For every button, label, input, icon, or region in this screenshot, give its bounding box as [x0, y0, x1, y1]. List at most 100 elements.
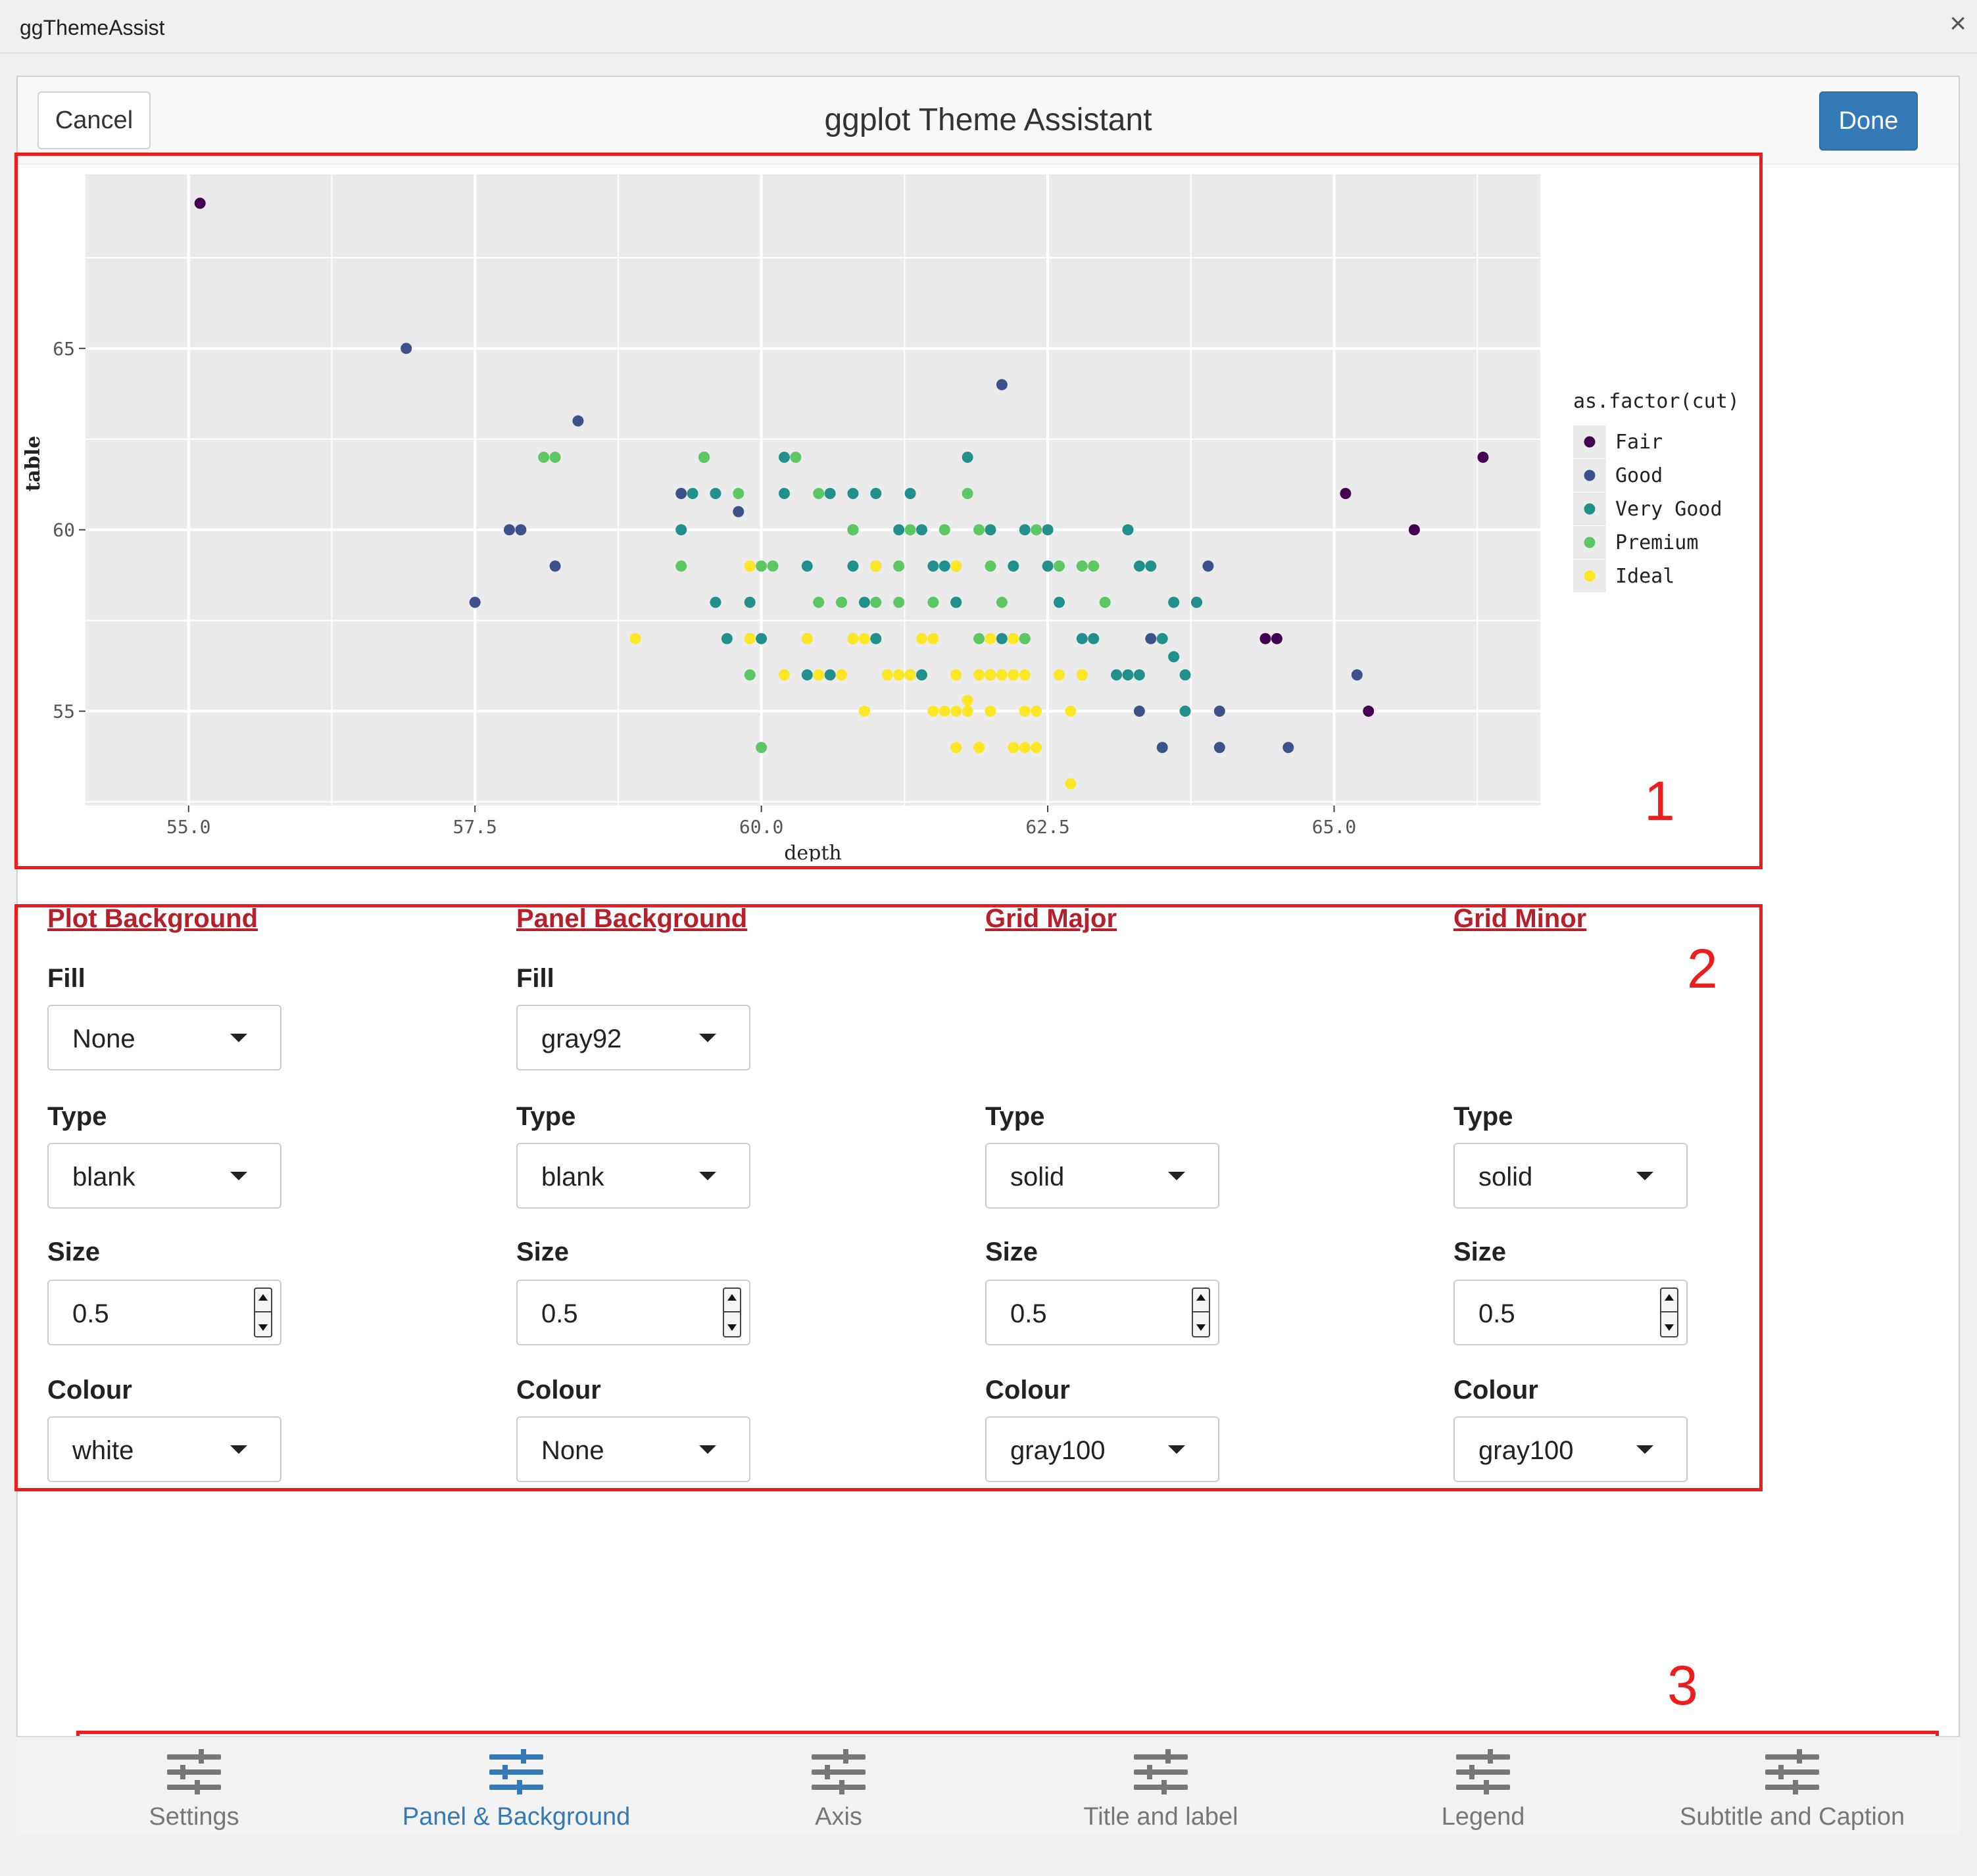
done-button[interactable]: Done: [1819, 91, 1918, 151]
data-point: [1019, 742, 1031, 754]
data-point: [1477, 451, 1489, 463]
section-title-grid-minor[interactable]: Grid Minor: [1453, 904, 1587, 933]
data-point: [1133, 706, 1145, 717]
size-value: 0.5: [541, 1299, 578, 1328]
data-point: [962, 451, 973, 463]
data-point: [813, 596, 825, 608]
data-point: [698, 451, 710, 463]
size-input[interactable]: 0.5: [1453, 1280, 1688, 1345]
close-icon[interactable]: ×: [1949, 7, 1966, 39]
spinner-icon[interactable]: [254, 1287, 272, 1337]
cancel-button[interactable]: Cancel: [37, 91, 151, 149]
data-point: [1190, 596, 1202, 608]
data-point: [1019, 524, 1031, 536]
data-point: [710, 596, 721, 608]
size-label: Size: [47, 1238, 101, 1266]
data-point: [1340, 488, 1352, 500]
data-point: [1213, 706, 1225, 717]
chevron-down-icon: [230, 1172, 247, 1180]
data-point: [549, 451, 561, 463]
tab-panel-background[interactable]: Panel & Background: [372, 1737, 661, 1836]
data-point: [1133, 560, 1145, 572]
x-tick-label: 62.5: [1025, 816, 1069, 838]
data-point: [1031, 524, 1042, 536]
data-point: [756, 742, 768, 754]
tab-legend[interactable]: Legend: [1338, 1737, 1628, 1836]
data-point: [194, 197, 206, 209]
data-point: [1156, 633, 1168, 644]
data-point: [1156, 742, 1168, 754]
sliders-icon: [167, 1749, 221, 1794]
data-point: [1053, 669, 1065, 681]
fill-select[interactable]: gray92: [516, 1005, 750, 1070]
colour-select[interactable]: white: [47, 1416, 281, 1482]
tab-settings[interactable]: Settings: [49, 1737, 339, 1836]
size-input[interactable]: 0.5: [985, 1280, 1219, 1345]
spinner-icon[interactable]: [1660, 1287, 1678, 1337]
data-point: [950, 596, 962, 608]
type-select[interactable]: solid: [985, 1143, 1219, 1209]
data-point: [1076, 633, 1088, 644]
data-point: [996, 633, 1008, 644]
type-select[interactable]: blank: [516, 1143, 750, 1209]
size-input[interactable]: 0.5: [516, 1280, 750, 1345]
bottom-tab-bar: Settings Panel & Background Axis: [16, 1736, 1960, 1835]
data-point: [1031, 742, 1042, 754]
data-point: [1259, 633, 1271, 644]
annotation-label-1: 1: [1644, 770, 1675, 832]
colour-select[interactable]: gray100: [985, 1416, 1219, 1482]
data-point: [790, 451, 802, 463]
data-point: [401, 343, 412, 354]
tab-subtitle-and-caption[interactable]: Subtitle and Caption: [1647, 1737, 1937, 1836]
colour-select[interactable]: None: [516, 1416, 750, 1482]
data-point: [824, 488, 836, 500]
data-point: [996, 379, 1008, 391]
chevron-down-icon: [699, 1445, 716, 1454]
data-point: [1019, 669, 1031, 681]
data-point: [858, 706, 870, 717]
data-point: [1099, 596, 1111, 608]
data-point: [950, 706, 962, 717]
data-point: [1122, 524, 1134, 536]
spinner-icon[interactable]: [1192, 1287, 1210, 1337]
size-value: 0.5: [1478, 1299, 1515, 1328]
tab-title-and-label[interactable]: Title and label: [1016, 1737, 1306, 1836]
colour-select[interactable]: gray100: [1453, 1416, 1688, 1482]
tab-label: Panel & Background: [402, 1803, 631, 1831]
section-title-panel-background[interactable]: Panel Background: [516, 904, 748, 933]
data-point: [985, 669, 996, 681]
data-point: [515, 524, 527, 536]
tab-axis[interactable]: Axis: [694, 1737, 983, 1836]
data-point: [801, 560, 813, 572]
data-point: [469, 596, 481, 608]
x-tick-label: 65.0: [1312, 816, 1356, 838]
type-select[interactable]: solid: [1453, 1143, 1688, 1209]
type-select[interactable]: blank: [47, 1143, 281, 1209]
chart-panel: [85, 174, 1540, 806]
chevron-down-icon: [699, 1034, 716, 1042]
fill-value: gray92: [541, 1024, 622, 1053]
spinner-icon[interactable]: [723, 1287, 741, 1337]
data-point: [893, 560, 905, 572]
type-value: blank: [541, 1163, 604, 1191]
data-point: [985, 706, 996, 717]
data-point: [744, 669, 756, 681]
colour-label: Colour: [47, 1376, 132, 1405]
data-point: [1168, 596, 1180, 608]
window-title: ggThemeAssist: [20, 16, 165, 39]
chart-points: [194, 197, 1489, 790]
data-point: [1008, 633, 1019, 644]
data-point: [1065, 778, 1077, 790]
plot-preview: 55.0 57.5 60.0 62.5 65.0 55 60 65 depth table as.…: [22, 174, 1740, 861]
fill-select[interactable]: None: [47, 1005, 281, 1070]
section-title-plot-background[interactable]: Plot Background: [47, 904, 258, 933]
size-label: Size: [516, 1238, 570, 1266]
data-point: [973, 524, 985, 536]
data-point: [939, 706, 950, 717]
section-title-grid-major[interactable]: Grid Major: [985, 904, 1117, 933]
data-point: [1008, 560, 1019, 572]
size-input[interactable]: 0.5: [47, 1280, 281, 1345]
data-point: [1133, 669, 1145, 681]
data-point: [973, 669, 985, 681]
